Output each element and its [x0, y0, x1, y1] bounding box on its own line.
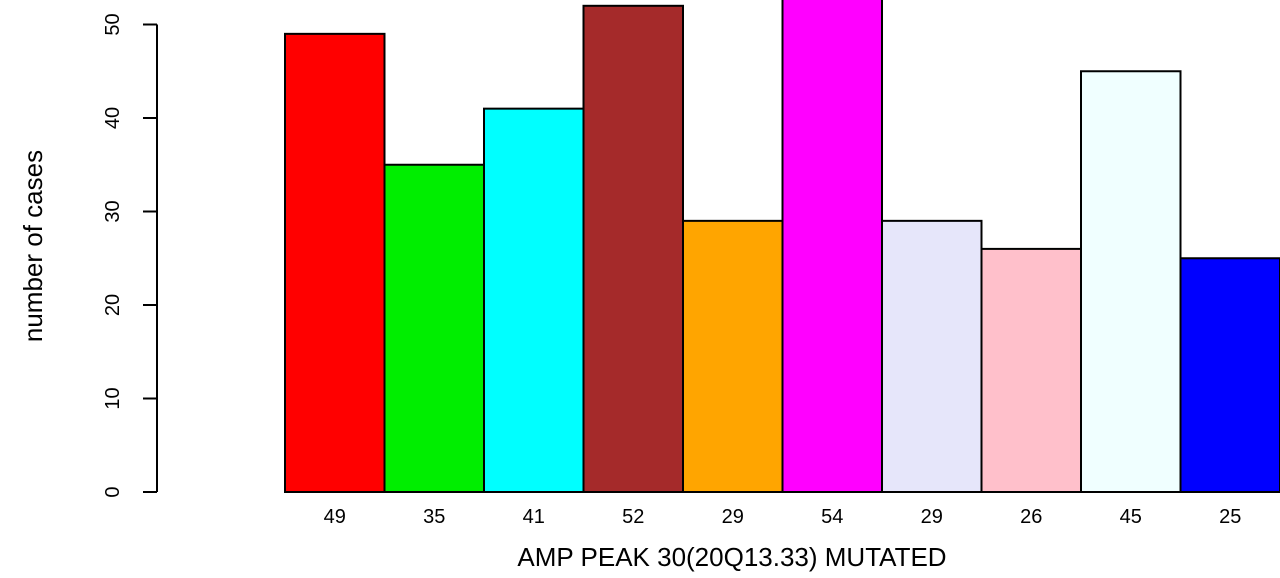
bar-9	[1080, 70, 1182, 493]
y-tick-label-40: 40	[102, 107, 124, 129]
x-category-label-10: 25	[1219, 506, 1241, 528]
y-tick-label-30: 30	[102, 200, 124, 222]
x-category-label-6: 54	[821, 506, 843, 528]
x-category-label-9: 45	[1120, 506, 1142, 528]
x-category-label-8: 26	[1020, 506, 1042, 528]
bar-10	[1179, 257, 1280, 493]
x-category-labels: 49 35 41 52 29 54 29 26 45 25	[324, 506, 1242, 528]
bar-5	[682, 219, 784, 493]
bar-4	[582, 4, 684, 494]
bar-8	[980, 247, 1082, 493]
bar-6	[781, 0, 883, 493]
bars-group	[284, 0, 1280, 494]
bar-2	[383, 163, 485, 493]
y-tick-label-0: 0	[102, 486, 124, 497]
bar-1	[284, 32, 386, 493]
x-category-label-3: 41	[523, 506, 545, 528]
x-category-label-5: 29	[722, 506, 744, 528]
x-category-label-1: 49	[324, 506, 346, 528]
x-category-label-7: 29	[921, 506, 943, 528]
x-axis-title: AMP PEAK 30(20Q13.33) MUTATED	[517, 542, 946, 572]
x-category-label-2: 35	[423, 506, 445, 528]
y-axis: 0 10 20 30 40 50	[102, 13, 158, 498]
bar-3	[483, 107, 585, 494]
bar-7	[881, 219, 983, 493]
y-tick-label-50: 50	[102, 13, 124, 35]
y-axis-title: number of cases	[18, 150, 48, 342]
y-tick-label-10: 10	[102, 387, 124, 409]
x-category-label-4: 52	[622, 506, 644, 528]
y-tick-label-20: 20	[102, 294, 124, 316]
